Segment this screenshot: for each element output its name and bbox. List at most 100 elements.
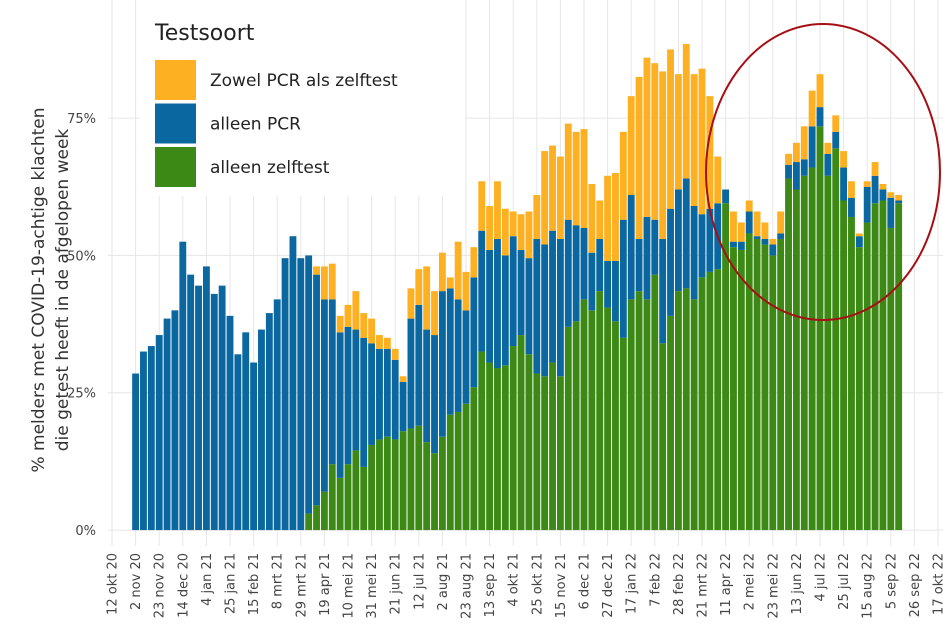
x-tick-label: 7 feb 22 bbox=[648, 553, 663, 607]
x-tick-label: 26 sep 22 bbox=[908, 553, 923, 617]
bar-segment bbox=[368, 318, 376, 344]
bar-segment bbox=[777, 211, 785, 234]
bar-segment bbox=[730, 241, 737, 248]
x-tick-label: 15 feb 21 bbox=[247, 553, 262, 615]
bar-segment bbox=[163, 318, 171, 531]
bar-segment bbox=[454, 411, 462, 531]
bar-segment bbox=[769, 238, 777, 245]
bar-segment bbox=[887, 197, 895, 228]
bar-segment bbox=[816, 126, 824, 531]
bar-segment bbox=[627, 299, 635, 531]
bar-segment bbox=[509, 211, 517, 237]
bar-segment bbox=[383, 348, 391, 437]
bar-segment bbox=[140, 351, 147, 531]
bar-segment bbox=[210, 293, 218, 531]
bar-segment bbox=[470, 387, 478, 531]
bar-segment bbox=[706, 208, 714, 272]
bar-segment bbox=[549, 145, 556, 231]
x-tick-label: 19 apr 21 bbox=[318, 553, 333, 616]
x-tick-label: 12 okt 20 bbox=[106, 553, 121, 615]
bar-segment bbox=[871, 162, 879, 176]
bar-segment bbox=[674, 189, 682, 292]
legend-swatch bbox=[155, 60, 196, 100]
bar-segment bbox=[383, 337, 391, 349]
legend-label: alleen zelftest bbox=[210, 158, 330, 178]
bar-segment bbox=[202, 266, 210, 531]
bar-segment bbox=[494, 181, 501, 239]
bar-segment bbox=[895, 195, 903, 201]
bar-segment bbox=[391, 359, 399, 440]
bar-segment bbox=[855, 236, 863, 248]
x-tick-label: 4 okt 21 bbox=[507, 553, 522, 607]
bar-segment bbox=[431, 453, 438, 531]
bar-segment bbox=[195, 285, 202, 531]
x-tick-label: 23 mei 22 bbox=[766, 553, 781, 619]
bar-segment bbox=[462, 403, 470, 531]
bar-segment bbox=[863, 186, 871, 223]
bar-segment bbox=[848, 216, 855, 531]
x-tick-label: 25 okt 21 bbox=[530, 553, 545, 615]
bar-segment bbox=[769, 244, 777, 256]
bar-segment bbox=[407, 318, 415, 429]
bar-segment bbox=[792, 189, 800, 531]
x-tick-label: 13 sep 21 bbox=[483, 553, 498, 617]
bar-segment bbox=[840, 151, 848, 168]
bar-segment bbox=[234, 354, 242, 531]
bar-segment bbox=[808, 167, 816, 531]
bar-segment bbox=[132, 373, 140, 531]
bar-segment bbox=[187, 274, 195, 531]
bar-segment bbox=[792, 142, 800, 163]
bar-segment bbox=[336, 332, 344, 478]
bar-segment bbox=[328, 464, 336, 531]
bar-segment bbox=[360, 313, 368, 338]
bar-segment bbox=[745, 200, 753, 212]
bar-segment bbox=[580, 299, 588, 531]
bar-segment bbox=[517, 249, 525, 336]
bar-segment bbox=[320, 491, 328, 531]
x-tick-label: 13 jun 22 bbox=[790, 553, 805, 614]
x-tick-label: 25 jan 21 bbox=[224, 553, 239, 614]
x-tick-label: 23 aug 21 bbox=[460, 553, 475, 619]
bar-segment bbox=[541, 376, 549, 531]
bar-segment bbox=[832, 131, 840, 149]
bar-segment bbox=[407, 288, 415, 319]
bar-segment bbox=[352, 329, 360, 451]
bar-segment bbox=[328, 263, 336, 300]
bar-segment bbox=[651, 219, 659, 275]
bar-segment bbox=[714, 269, 722, 531]
bar-segment bbox=[147, 346, 155, 531]
bar-segment bbox=[486, 362, 494, 531]
x-tick-label: 31 mei 21 bbox=[365, 553, 380, 619]
legend-title: Testsoort bbox=[154, 21, 255, 46]
bar-segment bbox=[785, 178, 792, 531]
bar-segment bbox=[808, 126, 816, 168]
bar-segment bbox=[667, 208, 674, 316]
x-tick-label: 21 jun 21 bbox=[389, 553, 404, 614]
bar-segment bbox=[533, 238, 541, 374]
bar-segment bbox=[871, 203, 879, 531]
bar-segment bbox=[556, 156, 564, 239]
bar-segment bbox=[737, 241, 745, 250]
bar-segment bbox=[454, 299, 462, 412]
bar-segment bbox=[336, 477, 344, 531]
bar-segment bbox=[792, 162, 800, 190]
bar-segment bbox=[651, 274, 659, 531]
bar-segment bbox=[320, 299, 328, 492]
bar-segment bbox=[564, 123, 572, 220]
bar-segment bbox=[281, 258, 289, 531]
bar-segment bbox=[494, 368, 501, 531]
bar-segment bbox=[580, 129, 588, 228]
bar-segment bbox=[604, 175, 612, 261]
bar-segment bbox=[556, 376, 564, 531]
bar-segment bbox=[769, 255, 777, 531]
bar-segment bbox=[745, 233, 753, 531]
bar-segment bbox=[714, 156, 722, 204]
bar-segment bbox=[525, 354, 533, 531]
bar-segment bbox=[478, 230, 486, 352]
bar-segment bbox=[376, 348, 383, 440]
bar-segment bbox=[564, 326, 572, 531]
bar-segment bbox=[706, 96, 714, 209]
y-tick-label: 75% bbox=[67, 112, 96, 127]
bar-segment bbox=[848, 181, 855, 198]
bar-segment bbox=[242, 332, 250, 531]
